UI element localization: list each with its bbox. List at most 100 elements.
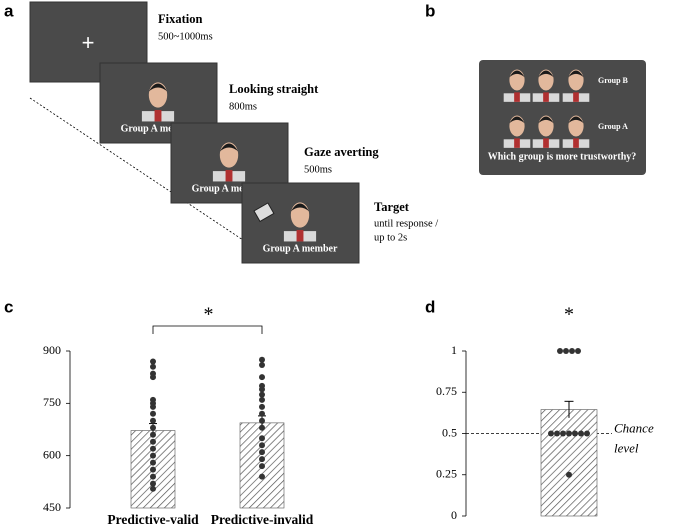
significance-star: * [204, 304, 214, 326]
face [562, 115, 590, 148]
face [503, 69, 531, 102]
data-point [259, 396, 265, 403]
data-point [150, 424, 156, 431]
group-label: Group A [598, 122, 628, 131]
head [538, 69, 554, 91]
y-tick-label: 0.75 [436, 384, 457, 398]
step-duration: until response / [374, 218, 438, 229]
face [212, 142, 246, 182]
data-point [150, 410, 156, 417]
x-tick-label: Predictive-valid [107, 512, 199, 527]
step-title: Fixation [158, 12, 202, 26]
data-point [575, 348, 581, 354]
collar [296, 229, 304, 242]
data-point [548, 430, 554, 437]
data-point [563, 348, 569, 354]
y-tick-label: 600 [43, 447, 61, 461]
hair [509, 116, 525, 124]
data-point [560, 430, 566, 437]
data-point [566, 430, 572, 437]
data-point [259, 374, 265, 381]
collar [573, 92, 579, 102]
hair [568, 70, 584, 78]
x-tick-label: Predictive-invalid [211, 512, 314, 527]
step-title: Looking straight [229, 82, 319, 96]
head [538, 115, 554, 137]
panel-label: d [425, 297, 435, 316]
data-point [554, 430, 560, 437]
data-point [259, 417, 265, 424]
head [568, 115, 584, 137]
step-title: Gaze averting [304, 145, 379, 159]
step-duration: up to 2s [374, 232, 407, 243]
step-duration: 500~1000ms [158, 31, 213, 42]
data-point [150, 480, 156, 487]
data-point [259, 386, 265, 393]
face [141, 82, 175, 122]
hair [148, 83, 168, 92]
data-point [259, 473, 265, 480]
y-tick-label: 1 [451, 343, 457, 357]
data-point [584, 430, 590, 437]
y-tick-label: 450 [43, 500, 61, 514]
data-point [150, 452, 156, 459]
step-title: Target [374, 200, 410, 214]
data-point [566, 471, 572, 478]
data-point [569, 348, 575, 354]
caption: Group A member [263, 243, 338, 254]
data-point [150, 374, 156, 381]
hair [509, 70, 525, 78]
step-duration: 800ms [229, 101, 257, 112]
data-point [259, 442, 265, 449]
data-point [259, 410, 265, 417]
bar [540, 409, 598, 517]
data-point [150, 445, 156, 452]
head [509, 115, 525, 137]
data-point [150, 473, 156, 480]
data-point [150, 358, 156, 365]
collar [154, 109, 162, 122]
collar [514, 138, 520, 148]
data-point [259, 435, 265, 442]
data-point [150, 417, 156, 424]
time-arrow [29, 97, 271, 259]
face [283, 202, 317, 242]
calculator-icon [253, 202, 275, 223]
collar [573, 138, 579, 148]
caption: Group A member [192, 183, 267, 194]
collar [543, 92, 549, 102]
fixation-cross: + [82, 30, 95, 55]
hair [538, 70, 554, 78]
y-tick-label: 0.5 [442, 425, 457, 439]
head [148, 82, 168, 108]
data-point [572, 430, 578, 437]
reference-label: Chance [614, 420, 654, 435]
data-point [150, 438, 156, 445]
data-point [150, 363, 156, 370]
data-point [259, 463, 265, 470]
face [532, 69, 560, 102]
data-point [259, 403, 265, 410]
hair [219, 143, 239, 152]
hair [568, 116, 584, 124]
question: Which group is more trustworthy? [488, 151, 637, 162]
data-point [150, 485, 156, 492]
head [509, 69, 525, 91]
y-tick-label: 750 [43, 395, 61, 409]
face [532, 115, 560, 148]
face [562, 69, 590, 102]
data-point [259, 361, 265, 368]
head [219, 142, 239, 168]
face [503, 115, 531, 148]
head [290, 202, 310, 228]
data-point [150, 431, 156, 438]
hair [538, 116, 554, 124]
significance-bracket [152, 325, 263, 334]
y-tick-label: 0 [451, 508, 457, 522]
significance-star: * [564, 304, 574, 326]
group-label: Group B [598, 76, 629, 85]
icon-body [253, 202, 275, 223]
data-point [150, 466, 156, 473]
panel-label: c [4, 297, 13, 316]
y-tick-label: 0.25 [436, 467, 457, 481]
